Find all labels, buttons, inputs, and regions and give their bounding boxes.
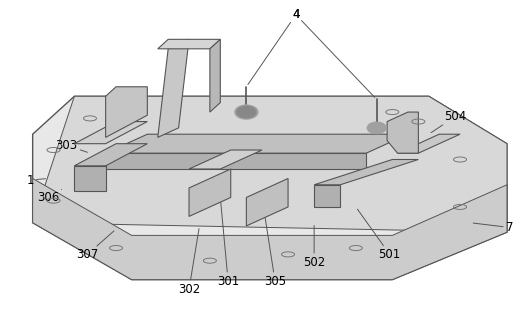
Text: 4: 4 xyxy=(248,8,300,85)
Text: 304: 304 xyxy=(107,117,130,132)
Text: 7: 7 xyxy=(473,221,514,234)
Text: 302: 302 xyxy=(178,229,200,296)
Polygon shape xyxy=(106,153,366,169)
Polygon shape xyxy=(210,39,220,112)
Text: 4: 4 xyxy=(292,8,375,97)
Text: 307: 307 xyxy=(77,231,114,261)
Polygon shape xyxy=(74,122,147,144)
Text: 301: 301 xyxy=(217,200,239,288)
Polygon shape xyxy=(189,169,231,216)
Text: 504: 504 xyxy=(431,110,466,133)
Polygon shape xyxy=(398,134,460,153)
Text: 502: 502 xyxy=(303,226,325,269)
Polygon shape xyxy=(158,39,189,137)
Text: 501: 501 xyxy=(357,209,401,261)
Polygon shape xyxy=(387,112,418,153)
Text: 1: 1 xyxy=(26,174,46,187)
Polygon shape xyxy=(32,96,507,280)
Text: 305: 305 xyxy=(263,200,286,288)
Circle shape xyxy=(237,106,256,118)
Text: 2: 2 xyxy=(172,79,180,96)
Circle shape xyxy=(235,105,258,119)
Polygon shape xyxy=(314,160,418,185)
Text: 306: 306 xyxy=(37,189,61,204)
Polygon shape xyxy=(74,144,147,166)
Polygon shape xyxy=(32,178,507,280)
Polygon shape xyxy=(106,87,147,137)
Polygon shape xyxy=(246,178,288,226)
Polygon shape xyxy=(158,39,220,49)
Polygon shape xyxy=(189,150,262,169)
Polygon shape xyxy=(32,96,507,232)
Circle shape xyxy=(367,122,386,134)
Text: 303: 303 xyxy=(56,139,88,152)
Polygon shape xyxy=(314,185,340,207)
Polygon shape xyxy=(106,134,408,153)
Polygon shape xyxy=(74,166,106,191)
